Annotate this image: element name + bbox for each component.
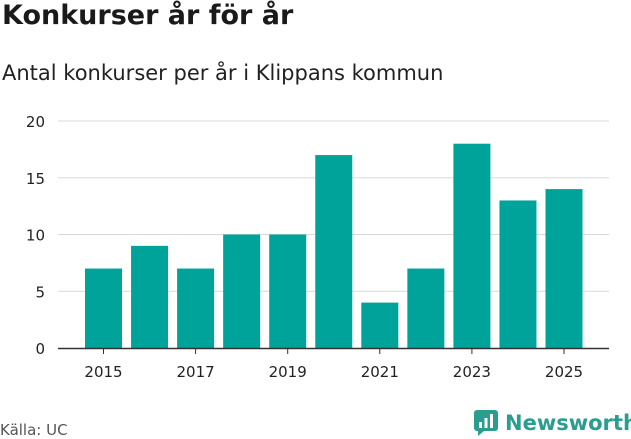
x-tick-label: 2023 [453, 363, 491, 381]
bar-2021 [361, 302, 399, 348]
brand-name: Newsworthy [505, 411, 631, 435]
y-tick-label: 20 [26, 113, 45, 131]
bar-2015 [85, 268, 122, 348]
y-tick-label: 5 [35, 283, 45, 301]
bar-2023 [453, 143, 491, 348]
bar-2025 [545, 189, 583, 348]
y-tick-label: 15 [26, 170, 45, 188]
x-tick-label: 2017 [177, 363, 215, 381]
newsworthy-logo-icon [474, 410, 498, 436]
bar-chart: 0 5 10 15 20 2015 2017 2019 2021 2023 2025 [26, 113, 609, 381]
bar-2016 [131, 245, 169, 348]
bar-2020 [315, 155, 353, 348]
x-tick-label: 2025 [545, 363, 583, 381]
y-tick-label: 10 [26, 227, 45, 245]
source-label: Källa: UC [0, 421, 68, 439]
chart-subtitle: Antal konkurser per år i Klippans kommun [2, 61, 444, 85]
bar-2018 [223, 234, 261, 348]
y-tick-label: 0 [35, 340, 45, 358]
chart-title: Konkurser år för år [2, 0, 294, 31]
bar-2024 [499, 200, 537, 348]
x-tick-label: 2015 [84, 363, 122, 381]
bar-2019 [269, 234, 307, 348]
x-tick-label: 2021 [361, 363, 399, 381]
x-tick-label: 2019 [269, 363, 307, 381]
bar-2017 [177, 268, 215, 348]
brand-logo: Newsworthy [474, 408, 631, 438]
bar-2022 [407, 268, 445, 348]
